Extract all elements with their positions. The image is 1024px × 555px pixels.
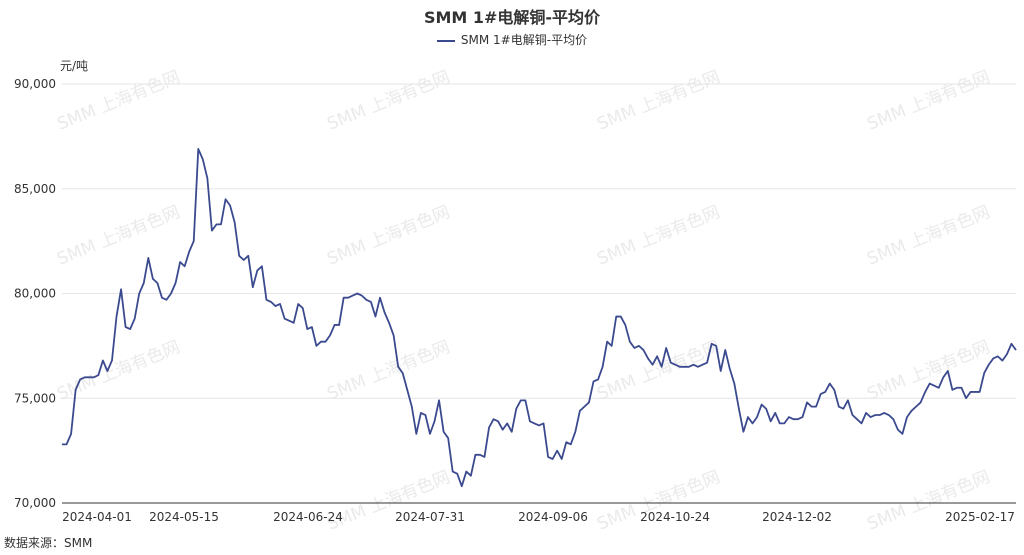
watermark-text: SMM 上海有色网 xyxy=(864,67,993,134)
x-tick-label: 2024-12-02 xyxy=(762,510,832,524)
chart-title: SMM 1#电解铜-平均价 xyxy=(423,8,601,27)
watermark-text: SMM 上海有色网 xyxy=(594,67,723,134)
watermark-layer: SMM 上海有色网 SMM 上海有色网 SMM 上海有色网 SMM 上海有色网 SMM … xyxy=(54,67,993,534)
watermark-text: SMM 上海有色网 xyxy=(324,202,453,269)
watermark-text: SMM 上海有色网 xyxy=(594,467,723,534)
chart-legend[interactable]: SMM 1#电解铜-平均价 xyxy=(0,31,1024,48)
x-tick-label: 2024-05-15 xyxy=(149,510,219,524)
watermark-text: SMM 上海有色网 xyxy=(864,202,993,269)
watermark-text: SMM 上海有色网 xyxy=(594,337,723,404)
watermark-text: SMM 上海有色网 xyxy=(864,337,993,404)
x-tick-label: 2024-04-01 xyxy=(62,510,132,524)
series-line xyxy=(62,148,1017,488)
y-axis-unit-label: 元/吨 xyxy=(60,59,89,73)
y-tick-label: 80,000 xyxy=(14,287,56,301)
y-tick-label: 90,000 xyxy=(14,77,56,91)
x-tick-label: 2024-06-24 xyxy=(273,510,343,524)
x-tick-label: 2024-10-24 xyxy=(640,510,710,524)
legend-line-swatch xyxy=(436,39,455,42)
data-source-note: 数据来源：SMM xyxy=(4,536,93,550)
x-tick-label: 2024-09-06 xyxy=(518,510,588,524)
watermark-text: SMM 上海有色网 xyxy=(324,467,453,534)
x-tick-label: 2025-02-17 xyxy=(945,510,1015,524)
x-tick-label: 2024-07-31 xyxy=(395,510,465,524)
watermark-text: SMM 上海有色网 xyxy=(594,202,723,269)
y-tick-label: 70,000 xyxy=(14,496,56,510)
watermark-text: SMM 上海有色网 xyxy=(864,467,993,534)
y-axis-ticks: 70,000 75,000 80,000 85,000 90,000 xyxy=(14,77,56,510)
watermark-text: SMM 上海有色网 xyxy=(324,67,453,134)
y-tick-label: 85,000 xyxy=(14,182,56,196)
series-layer xyxy=(62,148,1017,488)
x-axis-ticks: 2024-04-01 2024-05-15 2024-06-24 2024-07-31… xyxy=(62,510,1015,524)
y-tick-label: 75,000 xyxy=(14,391,56,405)
grid-lines xyxy=(62,83,1016,399)
watermark-text: SMM 上海有色网 xyxy=(54,67,183,134)
watermark-text: SMM 上海有色网 xyxy=(54,202,183,269)
watermark-text: SMM 上海有色网 xyxy=(324,337,453,404)
watermark-text: SMM 上海有色网 xyxy=(54,337,183,404)
legend-series-label: SMM 1#电解铜-平均价 xyxy=(460,33,588,47)
